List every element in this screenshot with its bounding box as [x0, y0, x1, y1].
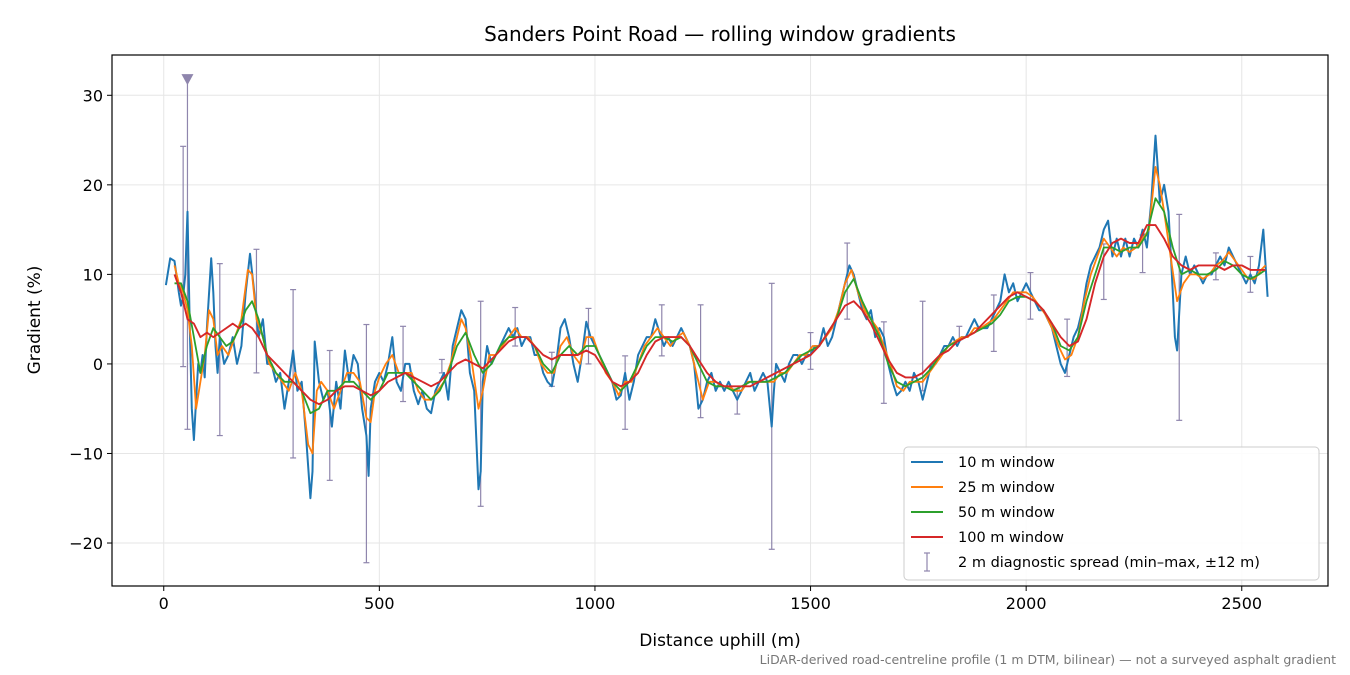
diagnostic-errorbar [990, 294, 997, 352]
legend-label-25m: 25 m window [958, 480, 1055, 496]
diagnostic-errorbar [658, 304, 665, 357]
y-tick-label: −20 [69, 534, 103, 553]
y-tick-label: 30 [83, 86, 103, 105]
footnote: LiDAR-derived road-centreline profile (1… [760, 652, 1336, 667]
diagnostic-errorbar [400, 325, 407, 403]
legend-label-100m: 100 m window [958, 530, 1064, 546]
y-tick-label: 0 [93, 355, 103, 374]
y-tick-label: −10 [69, 444, 103, 463]
legend-label-50m: 50 m window [958, 505, 1055, 521]
grid-lines [112, 55, 1328, 586]
diagnostic-errorbar [844, 242, 851, 320]
y-axis-label: Gradient (%) [25, 266, 45, 375]
x-tick-label: 2000 [1006, 594, 1047, 613]
legend-label-10m: 10 m window [958, 455, 1055, 471]
x-tick-label: 2500 [1221, 594, 1262, 613]
x-tick-label: 1500 [790, 594, 831, 613]
y-tick-label: 10 [83, 265, 103, 284]
legend-label-errorbar: 2 m diagnostic spread (min–max, ±12 m) [958, 555, 1260, 571]
diagnostic-errorbar [438, 358, 445, 374]
y-tick-label: 20 [83, 176, 103, 195]
series-line-100m [173, 224, 1266, 406]
x-tick-label: 1000 [575, 594, 616, 613]
plot-frame [111, 54, 1329, 587]
x-tick-label: 500 [364, 594, 395, 613]
diagnostic-errorbar [622, 355, 629, 430]
diagnostic-errorbar [290, 289, 297, 459]
legend-swatch-errorbar [924, 552, 930, 572]
offscale-marker [181, 74, 194, 86]
diagnostic-errorbar [512, 306, 519, 347]
legend-box [903, 446, 1320, 581]
axis-ticks: 0 500 1000 1500 2000 2500 −20 −10 0 10 20 30 [69, 86, 1262, 613]
series-line-25m [173, 166, 1267, 455]
plot-series [164, 74, 1269, 564]
legend: 10 m window 25 m window 50 m window 100 … [903, 446, 1320, 581]
x-axis-label: Distance uphill (m) [639, 631, 800, 651]
series-line-10m [164, 134, 1269, 500]
diagnostic-errorbar [585, 307, 592, 365]
diagnostic-errorbar [734, 388, 741, 415]
x-tick-label: 0 [159, 594, 169, 613]
series-line-50m [174, 197, 1267, 415]
chart-title: Sanders Point Road — rolling window grad… [484, 22, 956, 46]
diagnostic-errorbar [180, 145, 187, 368]
